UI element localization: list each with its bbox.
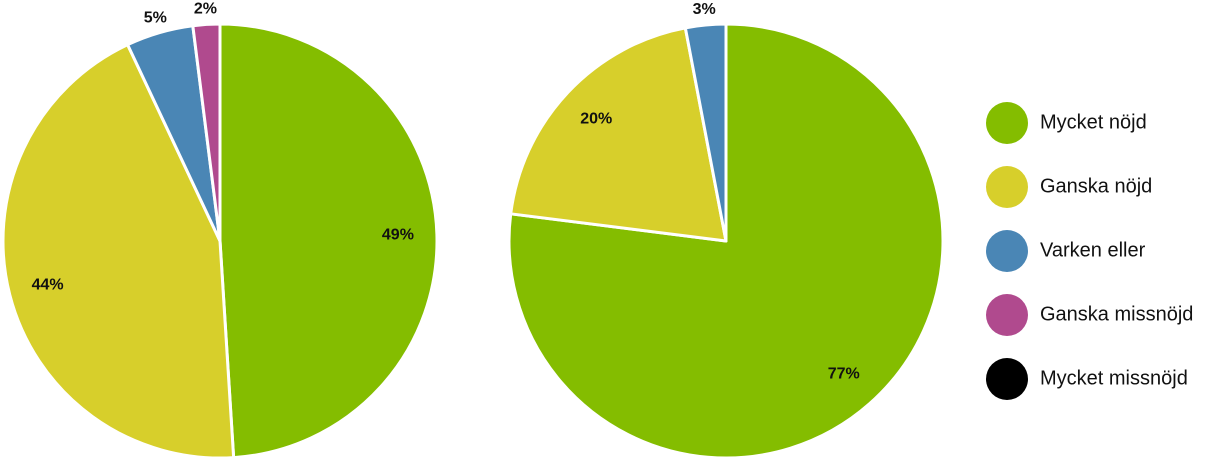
pie-slice xyxy=(509,26,728,243)
value-label: 49% xyxy=(382,227,414,244)
legend-label: Mycket missnöjd xyxy=(1040,367,1188,389)
legend-label: Mycket nöjd xyxy=(1040,111,1147,133)
legend-swatch xyxy=(986,230,1028,272)
legend-label: Ganska missnöjd xyxy=(1040,303,1193,325)
value-label: 44% xyxy=(32,276,64,293)
legend-swatch xyxy=(986,294,1028,336)
legend-swatch xyxy=(986,102,1028,144)
value-label: 2% xyxy=(194,1,217,18)
pie-slice xyxy=(218,22,439,460)
pie-slice xyxy=(683,22,728,243)
legend-swatch xyxy=(986,166,1028,208)
legend-swatch xyxy=(986,358,1028,400)
value-label: 77% xyxy=(828,366,860,383)
value-label: 20% xyxy=(580,110,612,127)
pie-slice xyxy=(191,22,222,243)
legend-label: Ganska nöjd xyxy=(1040,175,1152,197)
value-label: 3% xyxy=(693,1,716,18)
value-label: 5% xyxy=(144,9,167,26)
legend-label: Varken eller xyxy=(1040,239,1146,261)
